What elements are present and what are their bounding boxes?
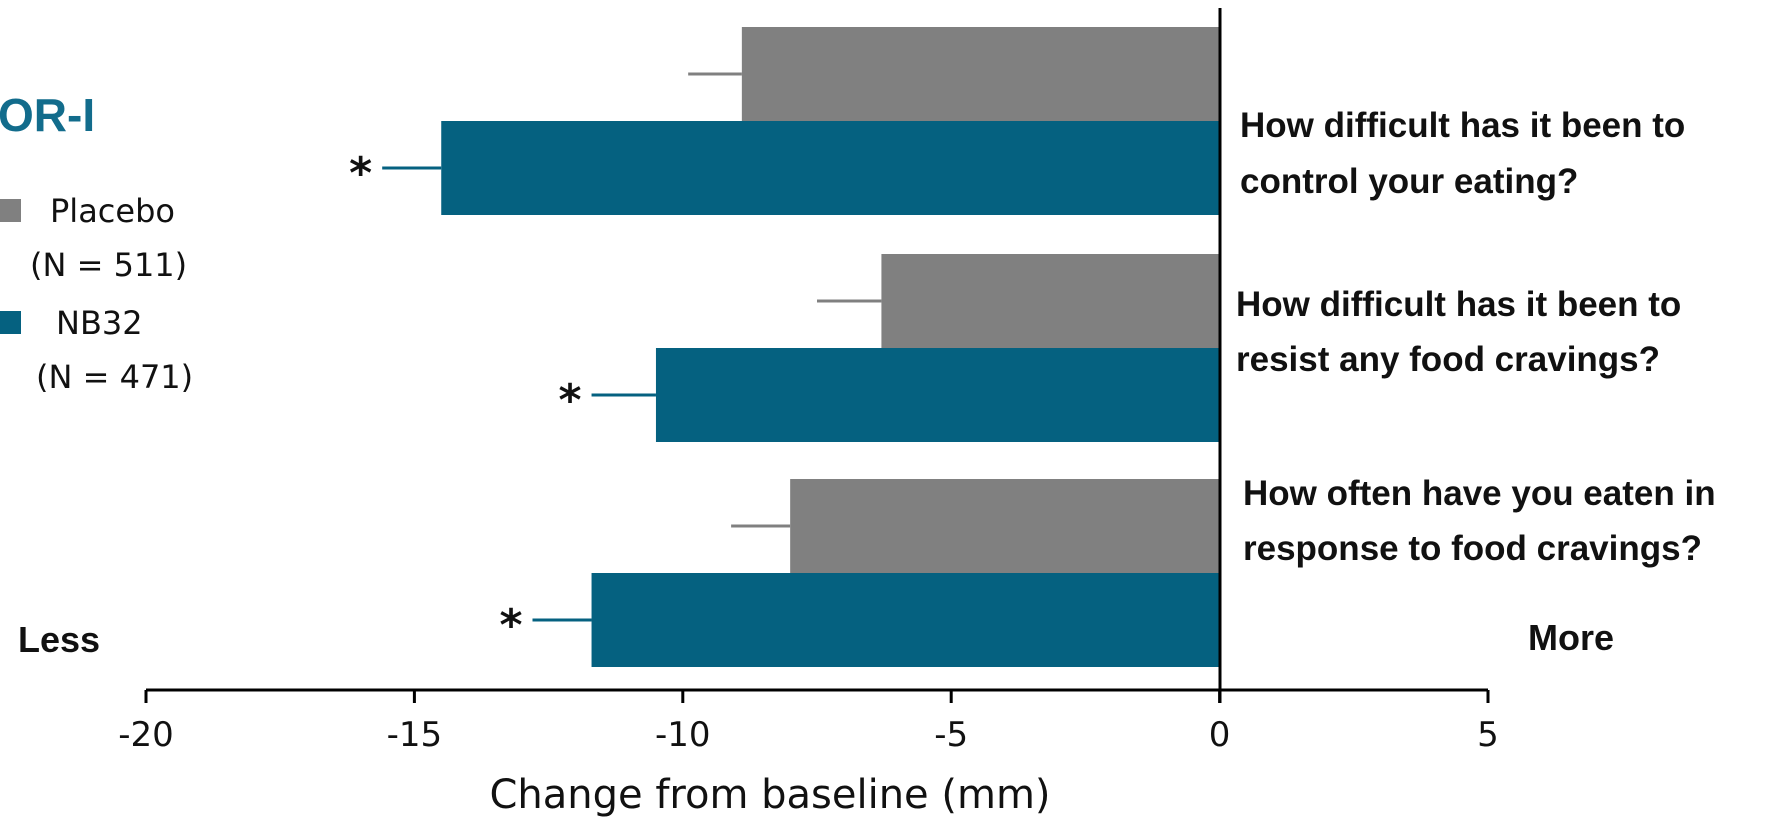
bar-nb32-2 — [655, 348, 1220, 442]
bar-nb32-1 — [441, 121, 1220, 215]
significance-marker-1: * — [349, 148, 372, 199]
x-axis-label: Change from baseline (mm) — [489, 772, 1050, 818]
x-tick-label: 5 — [1477, 715, 1499, 755]
plot-marks: * * * — [349, 27, 1220, 667]
x-tick-label: 0 — [1209, 715, 1231, 755]
significance-marker-2: * — [559, 375, 582, 426]
x-axis-ticks: -20 -15 -10 -5 0 5 — [118, 690, 1499, 755]
category-label-3: How often have you eaten in response to … — [1243, 474, 1725, 568]
legend-label-nb32: NB32 — [56, 304, 143, 342]
bar-nb32-3 — [591, 573, 1220, 667]
x-tick-label: -5 — [934, 715, 968, 755]
legend: Placebo (N = 511) NB32 (N = 471) — [0, 192, 193, 396]
x-tick-label: -20 — [118, 715, 174, 755]
x-tick-label: -15 — [387, 715, 443, 755]
direction-label-more: More — [1528, 617, 1614, 658]
significance-marker-3: * — [499, 600, 522, 651]
bar-placebo-3 — [790, 479, 1220, 573]
bar-placebo-2 — [881, 254, 1220, 348]
legend-n-nb32: (N = 471) — [36, 358, 193, 396]
bar-placebo-1 — [741, 27, 1220, 121]
x-tick-label: -10 — [655, 715, 711, 755]
legend-swatch-nb32 — [0, 311, 21, 334]
direction-label-less: Less — [18, 619, 100, 660]
legend-swatch-placebo — [0, 199, 21, 222]
category-labels: How difficult has it been to control you… — [1236, 106, 1725, 568]
legend-label-placebo: Placebo — [50, 192, 175, 230]
legend-n-placebo: (N = 511) — [30, 246, 187, 284]
chart-title: OR-I — [0, 89, 95, 141]
category-label-2: How difficult has it been to resist any … — [1236, 285, 1691, 379]
category-label-1: How difficult has it been to control you… — [1240, 106, 1695, 201]
